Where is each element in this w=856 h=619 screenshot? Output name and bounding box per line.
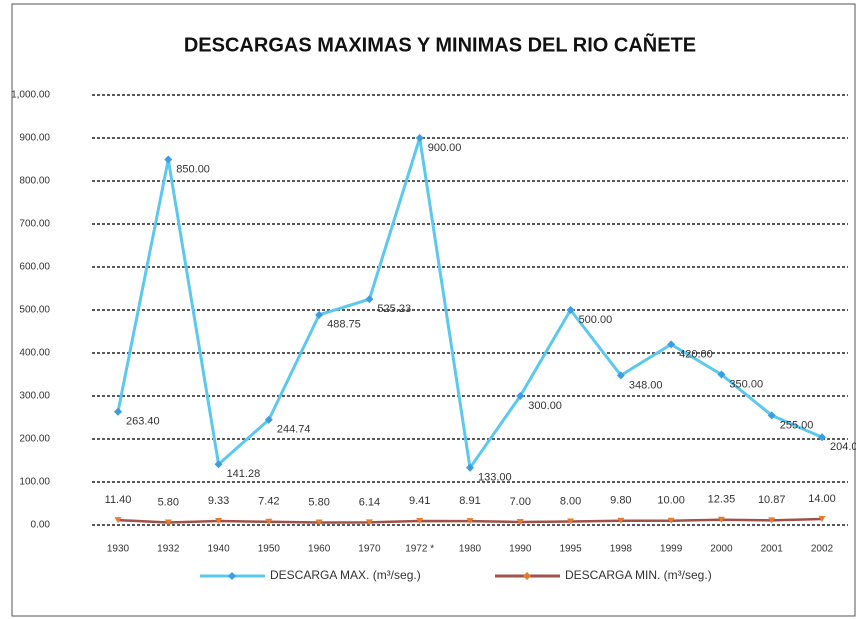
y-tick-label: 100.00 — [19, 477, 50, 488]
data-label: 10.87 — [758, 494, 786, 506]
point-marker — [315, 519, 323, 526]
data-label: 6.14 — [359, 496, 380, 508]
x-tick-label: 1998 — [610, 544, 633, 555]
y-tick-label: 1,000.00 — [11, 90, 50, 101]
data-label: 8.91 — [459, 495, 480, 507]
point-marker — [365, 519, 373, 526]
data-label: 7.00 — [510, 496, 531, 508]
data-label: 204.00 — [830, 441, 856, 453]
x-tick-label: 1930 — [107, 544, 130, 555]
point-marker — [466, 463, 474, 472]
data-label: 9.80 — [610, 495, 631, 507]
data-label: 420.00 — [679, 348, 713, 360]
point-marker — [264, 415, 273, 424]
data-label: 9.33 — [208, 495, 229, 507]
x-tick-label: 1960 — [308, 544, 331, 555]
x-tick-label: 1932 — [157, 544, 180, 555]
data-label: 350.00 — [729, 378, 763, 390]
data-label: 12.35 — [708, 494, 736, 506]
point-marker — [415, 134, 424, 142]
data-label: 5.80 — [308, 496, 329, 508]
point-marker — [617, 517, 625, 524]
data-label: 9.41 — [409, 495, 430, 507]
data-label: 133.00 — [478, 472, 512, 484]
legend-marker — [228, 572, 236, 580]
point-marker — [315, 310, 324, 319]
x-tick-label: 1940 — [207, 544, 230, 555]
point-marker — [365, 295, 374, 304]
point-marker — [818, 433, 826, 442]
legend-label: DESCARGA MIN. (m³/seg.) — [565, 568, 712, 582]
point-marker — [818, 515, 826, 522]
data-label: 263.40 — [126, 416, 160, 428]
y-tick-label: 800.00 — [19, 176, 50, 187]
point-marker — [767, 411, 776, 420]
data-label: 8.00 — [560, 495, 581, 507]
data-label: 7.42 — [258, 496, 279, 508]
data-label: 141.28 — [227, 468, 261, 480]
legend-label: DESCARGA MAX. (m³/seg.) — [270, 568, 421, 582]
data-label: 5.80 — [158, 496, 179, 508]
data-label: 488.75 — [327, 319, 361, 331]
data-label: 300.00 — [528, 400, 562, 412]
data-label: 900.00 — [428, 142, 462, 154]
y-tick-label: 900.00 — [19, 133, 50, 144]
legend-marker — [523, 572, 531, 580]
point-marker — [265, 518, 273, 525]
data-label: 850.00 — [176, 163, 210, 175]
series-line — [116, 136, 823, 470]
point-marker — [416, 517, 424, 524]
x-tick-label: 1999 — [660, 544, 683, 555]
x-tick-label: 1972 * — [405, 544, 434, 555]
data-label: 11.40 — [105, 494, 132, 506]
point-marker — [516, 518, 524, 525]
y-tick-label: 0.00 — [31, 520, 51, 531]
point-marker — [567, 518, 575, 525]
point-marker — [114, 407, 122, 416]
y-tick-label: 400.00 — [19, 348, 50, 359]
data-label: 348.00 — [629, 379, 663, 391]
x-tick-label: 2001 — [761, 544, 784, 555]
point-marker — [768, 517, 776, 524]
point-marker — [667, 340, 676, 349]
y-tick-label: 600.00 — [19, 262, 50, 273]
x-tick-label: 1995 — [559, 544, 582, 555]
x-tick-label: 2002 — [811, 544, 834, 555]
point-marker — [667, 517, 675, 524]
data-label: 10.00 — [657, 495, 685, 507]
point-marker — [516, 392, 525, 400]
data-label: 525.23 — [377, 303, 411, 315]
y-tick-label: 500.00 — [19, 305, 50, 316]
x-tick-label: 1950 — [258, 544, 281, 555]
point-marker — [616, 371, 625, 380]
point-marker — [214, 460, 223, 469]
data-label: 255.00 — [780, 419, 814, 431]
point-marker — [164, 519, 172, 526]
point-marker — [215, 517, 223, 524]
point-marker — [717, 516, 725, 523]
x-tick-label: 1970 — [358, 544, 381, 555]
point-marker — [164, 155, 173, 164]
y-tick-label: 200.00 — [19, 434, 50, 445]
point-marker — [466, 518, 474, 525]
x-tick-label: 2000 — [710, 544, 733, 555]
chart-frame — [11, 3, 856, 617]
x-tick-label: 1990 — [509, 544, 532, 555]
chart-title: DESCARGAS MAXIMAS Y MINIMAS DEL RIO CAÑE… — [184, 33, 696, 56]
y-tick-label: 700.00 — [19, 219, 50, 230]
point-marker — [114, 517, 122, 524]
data-label: 500.00 — [579, 314, 613, 326]
data-label: 244.74 — [277, 424, 311, 436]
point-marker — [566, 306, 575, 314]
y-tick-label: 300.00 — [19, 391, 50, 402]
data-label: 14.00 — [808, 493, 836, 505]
point-marker — [717, 370, 726, 379]
x-tick-label: 1980 — [459, 544, 482, 555]
